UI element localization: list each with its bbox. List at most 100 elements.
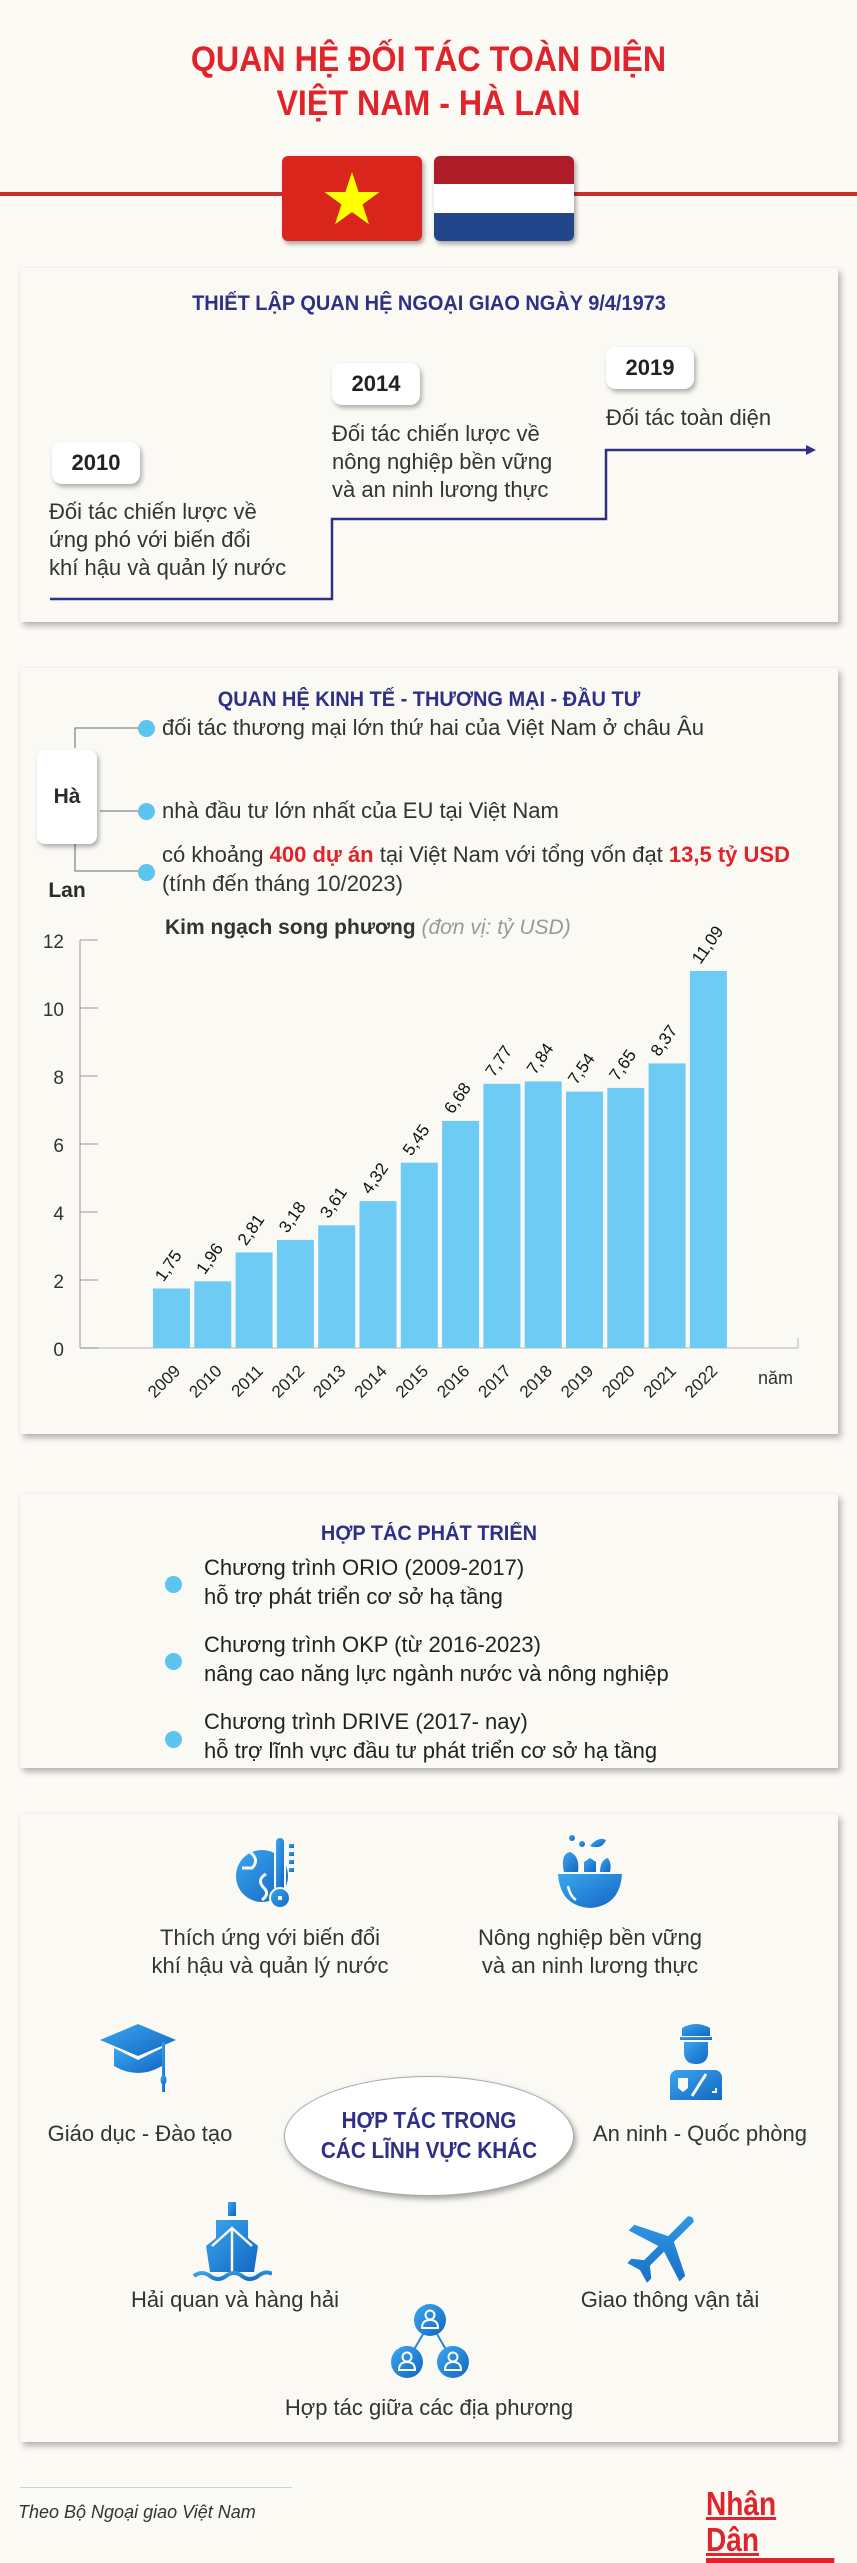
climate-thermometer-icon: [236, 1836, 294, 1909]
bar-value-label: 4,32: [358, 1159, 393, 1197]
economy-item-1: đối tác thương mại lớn thứ hai của Việt …: [162, 715, 704, 740]
center-title-line1: HỢP TÁC TRONG: [341, 2107, 517, 2133]
field-transport: Giao thông vận tải: [540, 2286, 800, 2314]
bar-value-label: 7,77: [482, 1042, 517, 1080]
program-name: Chương trình ORIO (2009-2017): [204, 1555, 525, 1580]
milestone-year-2019: 2019: [606, 347, 694, 389]
bar-2016: [442, 1120, 480, 1348]
chart-subtitle: (đơn vị: tỷ USD): [421, 916, 571, 939]
bullet-dot: [165, 1653, 182, 1670]
bar-value-label: 7,65: [606, 1046, 641, 1084]
bar-value-label: 6,68: [440, 1079, 475, 1117]
bar-2012: [276, 1239, 314, 1348]
salad-bowl-icon: [558, 1835, 622, 1908]
bullet-dot: [165, 1731, 182, 1748]
development-item-3: Chương trình DRIVE (2017- nay) hỗ trợ lĩ…: [204, 1707, 657, 1765]
bullet-dot: [138, 864, 155, 881]
x-tick-label: 2010: [185, 1361, 225, 1401]
milestone-line: Đối tác chiến lược về: [49, 499, 257, 524]
police-officer-icon: [670, 2024, 722, 2100]
bar-value-label: 1,75: [151, 1247, 186, 1285]
bar-2018: [524, 1081, 562, 1348]
timeline-title: THIẾT LẬP QUAN HỆ NGOẠI GIAO NGÀY 9/4/19…: [192, 292, 666, 315]
field-education: Giáo dục - Đào tạo: [20, 2120, 260, 2148]
y-tick-label: 8: [53, 1068, 64, 1089]
netherlands-flag: [434, 156, 574, 241]
bar-2021: [648, 1063, 686, 1348]
text-part: tại Việt Nam với tổng vốn đạt: [373, 842, 669, 867]
header-divider-right: [572, 192, 857, 196]
field-agriculture: Nông nghiệp bền vững và an ninh lương th…: [440, 1924, 740, 1980]
y-tick-label: 2: [53, 1272, 64, 1293]
development-card: HỢP TÁC PHÁT TRIỂN Chương trình ORIO (20…: [20, 1494, 838, 1768]
bar-2015: [400, 1162, 438, 1348]
field-label: Thích ứng với biến đổi: [160, 1925, 380, 1950]
graduation-cap-icon: [100, 2024, 176, 2092]
bar-2020: [607, 1087, 645, 1348]
bar-2009: [153, 1288, 190, 1348]
milestone-text-2019: Đối tác toàn diện: [606, 404, 771, 432]
timeline-card: THIẾT LẬP QUAN HỆ NGOẠI GIAO NGÀY 9/4/19…: [20, 268, 838, 622]
people-network-icon: [391, 2304, 469, 2378]
program-desc: hỗ trợ lĩnh vực đầu tư phát triển cơ sở …: [204, 1738, 658, 1763]
x-tick-label: 2014: [351, 1361, 391, 1401]
milestone-line: khí hậu và quản lý nước: [49, 555, 287, 580]
program-desc: hỗ trợ phát triển cơ sở hạ tầng: [204, 1584, 503, 1609]
bar-2013: [318, 1225, 356, 1348]
field-label: và an ninh lương thực: [481, 1953, 699, 1978]
arrow-right-icon: [806, 445, 816, 455]
bar-value-label: 3,61: [316, 1184, 351, 1222]
field-customs-maritime: Hải quan và hàng hải: [100, 2286, 370, 2314]
bar-2011: [235, 1252, 273, 1348]
field-climate: Thích ứng với biến đổi khí hậu và quản l…: [120, 1924, 420, 1980]
development-item-2: Chương trình OKP (từ 2016-2023) nâng cao…: [204, 1630, 669, 1688]
field-label: Giao thông vận tải: [580, 2287, 760, 2312]
chart-title: Kim ngạch song phương: [165, 916, 416, 939]
projects-highlight: 400 dự án: [269, 842, 374, 867]
milestone-year-2010: 2010: [52, 442, 140, 484]
header-divider-left: [0, 192, 284, 196]
footer-divider: [20, 2487, 292, 2488]
program-name: Chương trình OKP (từ 2016-2023): [204, 1632, 541, 1657]
field-security: An ninh - Quốc phòng: [580, 2120, 820, 2148]
field-label: khí hậu và quản lý nước: [151, 1953, 389, 1978]
program-name: Chương trình DRIVE (2017- nay): [204, 1709, 528, 1734]
nhan-dan-logo: Nhân Dân: [706, 2486, 835, 2563]
economy-card: QUAN HỆ KINH TẾ - THƯƠNG MẠI - ĐẦU TƯ Hà…: [20, 668, 838, 1434]
page-title-line2: VIỆT NAM - HÀ LAN: [276, 84, 581, 123]
y-tick-label: 12: [43, 932, 64, 953]
bar-2014: [359, 1201, 397, 1348]
bar-value-label: 7,54: [564, 1050, 599, 1088]
bar-value-label: 1,96: [193, 1240, 228, 1278]
milestone-line: Đối tác chiến lược về: [332, 421, 540, 446]
economy-connector-lines: [74, 727, 140, 872]
text-part: có khoảng: [162, 842, 270, 867]
date-note: (tính đến tháng 10/2023): [162, 871, 403, 896]
source-note: Theo Bộ Ngoại giao Việt Nam: [18, 2502, 256, 2522]
field-label: Hợp tác giữa các địa phương: [284, 2395, 574, 2420]
field-label: Nông nghiệp bền vững: [478, 1925, 702, 1950]
vietnam-flag: [282, 156, 422, 241]
field-label: Giáo dục - Đào tạo: [47, 2121, 233, 2146]
x-tick-label: 2012: [268, 1361, 308, 1401]
milestone-year-2014: 2014: [332, 363, 420, 405]
center-title-line2: CÁC LĨNH VỰC KHÁC: [320, 2137, 538, 2163]
x-axis-label: năm: [758, 1368, 793, 1388]
development-title: HỢP TÁC PHÁT TRIỂN: [320, 1522, 538, 1545]
milestone-line: Đối tác toàn diện: [606, 405, 772, 430]
y-tick-label: 4: [53, 1204, 64, 1225]
milestone-line: và an ninh lương thực: [332, 477, 549, 502]
x-tick-label: 2019: [557, 1361, 597, 1401]
field-label: Hải quan và hàng hải: [131, 2287, 339, 2312]
chart-title-block: Kim ngạch song phương (đơn vị: tỷ USD): [165, 916, 571, 940]
x-tick-label: 2011: [228, 1361, 267, 1400]
field-label: An ninh - Quốc phòng: [592, 2121, 808, 2146]
bar-value-label: 7,84: [523, 1040, 558, 1078]
bar-2022: [689, 970, 727, 1348]
bar-value-label: 11,09: [688, 923, 727, 968]
program-desc: nâng cao năng lực ngành nước và nông ngh…: [204, 1661, 669, 1686]
bar-value-label: 2,81: [234, 1211, 269, 1249]
other-fields-card: Thích ứng với biến đổi khí hậu và quản l…: [20, 1814, 838, 2442]
x-tick-label: 2013: [309, 1361, 349, 1401]
y-tick-label: 6: [53, 1136, 64, 1157]
